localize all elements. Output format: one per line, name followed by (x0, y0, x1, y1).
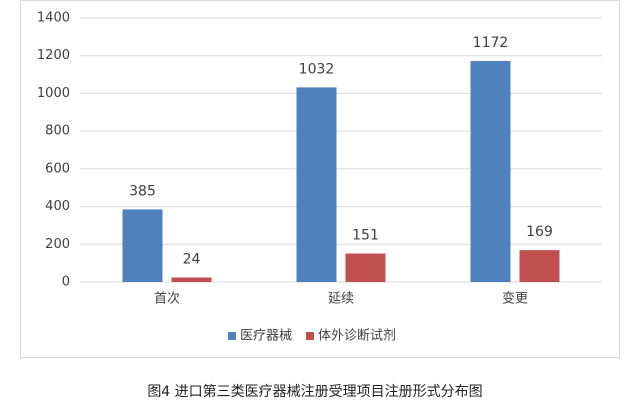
x-tick-label: 延续 (328, 292, 354, 307)
bar (345, 253, 386, 282)
data-label: 151 (352, 228, 379, 244)
bar (470, 60, 511, 282)
legend-label: 医疗器械 (240, 329, 292, 344)
data-label: 169 (526, 224, 553, 240)
legend-label: 体外诊断试剂 (318, 329, 396, 344)
legend-swatch (228, 332, 236, 340)
bar (171, 277, 212, 282)
y-tick-label: 0 (62, 275, 70, 290)
y-tick-label: 1200 (37, 48, 70, 63)
data-label: 1172 (473, 35, 509, 51)
y-tick-label: 1400 (37, 11, 70, 26)
data-label: 1032 (299, 61, 335, 77)
y-tick-label: 600 (45, 161, 70, 176)
data-label: 385 (129, 183, 156, 199)
y-tick-label: 400 (45, 199, 70, 214)
data-label: 24 (183, 251, 201, 267)
y-tick-label: 200 (45, 237, 70, 252)
x-tick-label: 首次 (154, 291, 180, 307)
bar (519, 250, 560, 282)
bar (296, 87, 337, 282)
y-tick-label: 800 (45, 124, 70, 139)
x-tick-label: 变更 (502, 291, 528, 307)
y-tick-label: 1000 (37, 86, 70, 101)
bar (122, 209, 163, 282)
legend-swatch (306, 332, 315, 340)
caption: 图4 进口第三类医疗器械注册受理项目注册形式分布图 (147, 383, 482, 400)
